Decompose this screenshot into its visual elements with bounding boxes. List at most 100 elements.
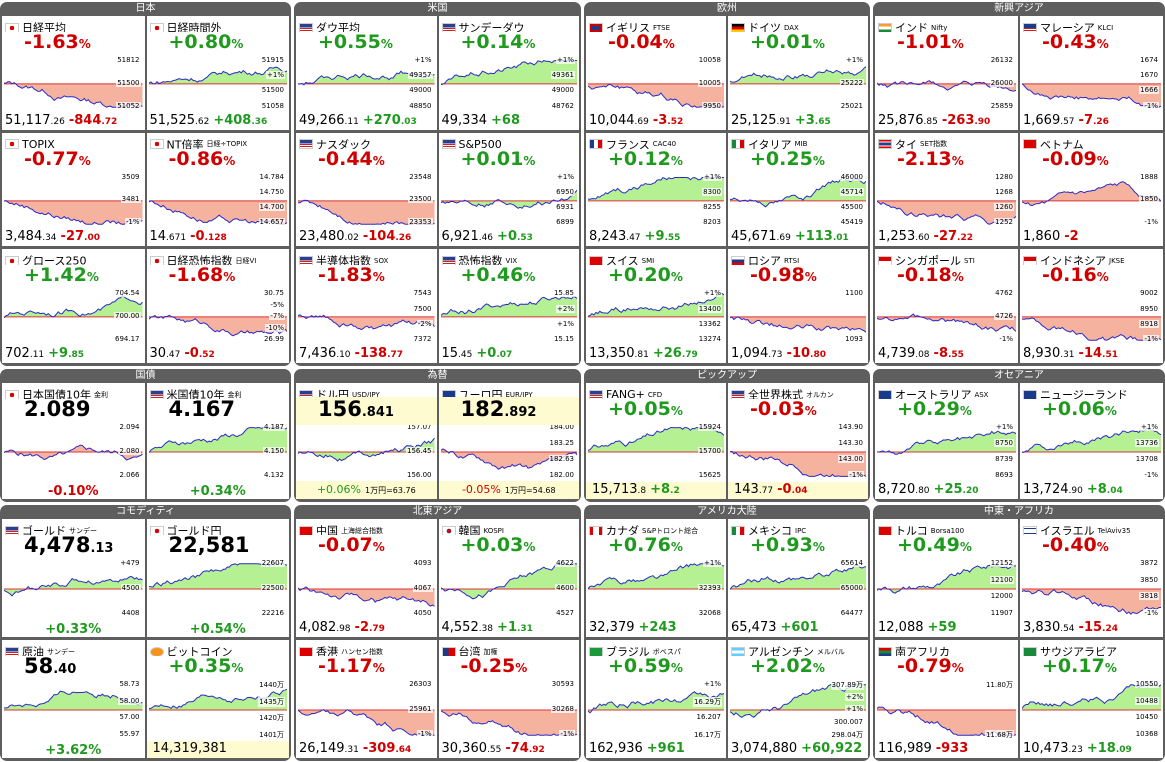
market-tile[interactable]: スイス SMI +1% 13400 13362 13274 +0.20% 13,350.81 +…: [586, 249, 726, 363]
market-tile[interactable]: ブラジル ボベスパ +1% 16.29万 16.207 16.17万 +0.59% 162,9…: [586, 640, 726, 758]
price-decimal: .26: [50, 116, 65, 127]
market-tile[interactable]: ニュージーランド +1% 13736 13708 -1% +0.06% 13,724.90 +…: [1020, 383, 1163, 499]
market-tile[interactable]: サウジアラビア 10550 10488 10450 10368 +0.17% 10,473.…: [1020, 640, 1163, 758]
market-tile[interactable]: 半導体指数 SOX 7543 7500 -2% 7372 -1.83% 7,436.10 -13…: [296, 249, 437, 363]
change-integer: +408: [213, 112, 252, 128]
sparkline-line: [148, 66, 288, 85]
sparkline-fill: [1022, 428, 1161, 453]
market-tile[interactable]: イギリス FTSE 10058 10005 9950 -0.04% 10,044.69 -3.…: [586, 16, 726, 130]
market-tile[interactable]: 日経恐怖指数 日経VI 30.75 -5% -7% -10% 26.99 -1.68% 30.4…: [146, 249, 289, 363]
tile-name: ダウ平均: [316, 21, 360, 33]
market-tile[interactable]: インドネシア JKSE 9002 8950 8918 -1% -0.16% 8,930.31-…: [1020, 249, 1163, 363]
chart-area: 51812 51500 51052: [4, 56, 143, 112]
market-tile[interactable]: マレーシア KLCI 1674 1670 1666 -1% -0.43% 1,669.57 -7…: [1020, 16, 1163, 130]
change-percent: +0.54%: [189, 622, 246, 637]
tile-name: 日経恐怖指数: [166, 254, 233, 266]
market-tile[interactable]: フランス CAC40 +1% 8300 8255 8203 +0.12% 8,243.47 +9…: [586, 132, 726, 247]
market-tile[interactable]: 中国 上海総合指数 4093 4067 4050 -0.07% 4,082.98 -2.79: [296, 519, 437, 637]
market-tile[interactable]: TOPIX 3509 3481 -1% -0.77% 3,484.34 -27.00: [2, 132, 145, 247]
market-tile[interactable]: ベトナム 1888 1850 -1% -0.09% 1,860 -2: [1020, 132, 1163, 247]
axis-label: 11907: [989, 609, 1014, 617]
market-tile[interactable]: ナスダック 23548 23500 23353 -0.44% 23,480.02 -104.…: [296, 132, 437, 247]
axis-label: +1%: [266, 71, 285, 80]
price-integer: 30: [149, 345, 167, 361]
market-tile[interactable]: シンガポール STI 4762 4726 -1% -0.18% 4,739.08 -8.55: [875, 249, 1018, 363]
market-tile[interactable]: ドイツ DAX +1% 25222 25021 +0.01% 25,125.91 +3.65: [728, 16, 868, 130]
market-tile[interactable]: ユーロ円 EUR/JPY 184.00 183.25 182.63 182.00 182.8…: [438, 383, 579, 499]
sparkline-fill: [1022, 83, 1161, 108]
sparkline-fill: [440, 296, 577, 318]
market-tile[interactable]: 米国債10年 金利 4.187 4.150 4.132 4.167 +0.34%: [146, 383, 289, 499]
tile-name: スイス: [606, 254, 639, 266]
market-tile[interactable]: カナダ S&Pトロント総合 +1% 32393 32068 +0.76% 32,379 +24…: [586, 519, 726, 637]
market-tile[interactable]: ゴールド円 22607 22500 22216 22,581 +0.54%: [146, 519, 289, 637]
change-integer: +3: [794, 112, 815, 128]
market-tile[interactable]: メキシコ IPC 65614 65000 64477 +0.93% 65,473 +601: [728, 519, 868, 637]
market-tile[interactable]: 日本国債10年 金利 2.094 2.080 2.066 2.089 -0.10%: [2, 383, 145, 499]
market-tile[interactable]: ダウ平均 +1% 49357 49000 48850 +0.55% 49,266.11 +27…: [296, 16, 437, 130]
price-change: +60,922: [801, 741, 862, 756]
market-tile[interactable]: 日経時間外 51915 +1% 51500 51058 +0.80% 51,525.62 +4…: [146, 16, 289, 130]
sparkline-chart: [440, 295, 578, 318]
market-tile[interactable]: イタリア MIB 46000 45714 45500 45419 +0.25% 45,671.…: [728, 132, 868, 247]
price-decimal: .46: [478, 233, 494, 244]
tile-name: インドネシア: [1040, 254, 1106, 266]
flag-icon: [5, 646, 19, 656]
axis-label: 10488: [1134, 696, 1159, 705]
percent-change: +0.49%: [897, 534, 972, 558]
market-tile[interactable]: 南アフリカ 11.80万 11.68万 -0.79% 116,989 -933: [875, 640, 1018, 758]
market-tile[interactable]: 韓国 KOSPI 4622 4600 4527 +0.03% 4,552.38 +1.31: [438, 519, 579, 637]
market-tile[interactable]: 全世界株式 オルカン 143.90 143.30 143.00 -1% -0.03% 143.…: [728, 383, 868, 499]
market-tile[interactable]: ドル円 USD/JPY 157.07 156.45 156.00 156.841 +0.06…: [296, 383, 437, 499]
sparkline-chart: [1021, 180, 1162, 206]
market-tile[interactable]: サンデーダウ +1% 49361 49000 48762 +0.14% 49,334 +68: [438, 16, 579, 130]
percent-unit: %: [670, 661, 683, 675]
market-tile[interactable]: 台湾 加権 30593 30268 -1% -0.25% 30,360.55 -74.92: [438, 640, 579, 758]
tile-header: 香港 ハンセン指数: [299, 641, 435, 656]
market-tile[interactable]: 日経平均 51812 51500 51052 -1.63% 51,117.26 -844.7…: [2, 16, 145, 130]
percent-value: -0.16: [1042, 264, 1097, 287]
tile-header: ビットコイン: [149, 641, 288, 656]
price-integer: 15: [441, 345, 459, 361]
axis-label: 4.150: [262, 447, 285, 455]
market-group-4: 国債 日本国債10年 金利 2.094 2.080 2.066 2.089 -0.10% 米国債…: [0, 369, 291, 502]
sparkline-fill: [4, 200, 143, 224]
tile-header: 原油 サンデー: [5, 641, 143, 656]
market-tile[interactable]: タイ SET指数 1280 1268 1260 1252 -2.13% 1,253.60 -27…: [875, 132, 1018, 247]
price-integer: 2.089: [24, 397, 91, 421]
market-tile[interactable]: ゴールド サンデー +479 4500 4408 4,478.13 +0.33%: [2, 519, 145, 637]
market-tile[interactable]: S&P500 +1% 6950 6931 6899 +0.01% 6,921.46 +0.53: [438, 132, 579, 247]
change-integer: -844: [68, 112, 102, 128]
axis-label: 45500: [839, 203, 864, 212]
sparkline-fill: [1022, 317, 1161, 341]
tile-name: S&P500: [458, 137, 502, 149]
percent-change: -0.77%: [24, 148, 91, 172]
market-tile[interactable]: ロシア RTSI 1100 1093 -0.98% 1,094.73 -10.80: [728, 249, 868, 363]
axis-label: 64477: [839, 609, 864, 617]
group-header: 北東アジア: [412, 506, 463, 517]
market-tile[interactable]: ビットコイン 1440万 1435万 1420万 1401万 +0.35% 14,319,3…: [146, 640, 289, 758]
market-tile[interactable]: NT倍率 日経÷TOPIX 14.784 14.750 14.700 14.657 -0.8…: [146, 132, 289, 247]
group-header: 新興アジア: [994, 3, 1044, 14]
price-change: -844.72: [69, 113, 118, 128]
price-integer: 25,125: [731, 112, 777, 128]
flag-icon: [731, 139, 745, 149]
market-tile[interactable]: インド Nifty 26132 26000 25859 -1.01% 25,876.85 -2…: [875, 16, 1018, 130]
change-integer: -74: [505, 741, 529, 756]
market-tile[interactable]: グロース250 704.54 700.00 694.17 +1.42% 702.11 +9.…: [2, 249, 145, 363]
market-tile[interactable]: FANG+ CFD 15924 15700 15625 +0.05% 15,713.8 +8.…: [586, 383, 726, 499]
market-tile[interactable]: 香港 ハンセン指数 26303 25961 -1% -1.17% 26,149.31 -309…: [296, 640, 437, 758]
axis-label: 3850: [1139, 575, 1159, 584]
market-tile[interactable]: 原油 サンデー 58.73 58.00 57.00 55.97 58.40 +3.62%: [2, 640, 145, 758]
market-tile[interactable]: 恐怖指数 VIX 15.85 +2% +1% 15.15 +0.46% 15.45 +0.07: [438, 249, 579, 363]
axis-label: 65000: [839, 584, 864, 592]
flag-icon: [589, 255, 603, 266]
price-change: +113.01: [795, 229, 849, 244]
axis-label: 4.132: [262, 471, 285, 479]
percent-value: -0.09: [1042, 147, 1097, 170]
market-tile[interactable]: オーストラリア ASX +1% 8750 8739 8693 +0.29% 8,720.80 +…: [875, 383, 1018, 499]
market-tile[interactable]: イスラエル TelAviv35 3872 3850 3818 -1% -0.40% 3,830…: [1020, 519, 1163, 637]
axis-label: 13708: [1134, 455, 1159, 463]
market-tile[interactable]: トルコ Borsa100 12152 12100 12000 11907 +0.49% 12,…: [875, 519, 1018, 637]
market-tile[interactable]: アルゼンチン メルバル 307.89万 +2% +1% 300.007 298.04万 +2.…: [728, 640, 868, 758]
